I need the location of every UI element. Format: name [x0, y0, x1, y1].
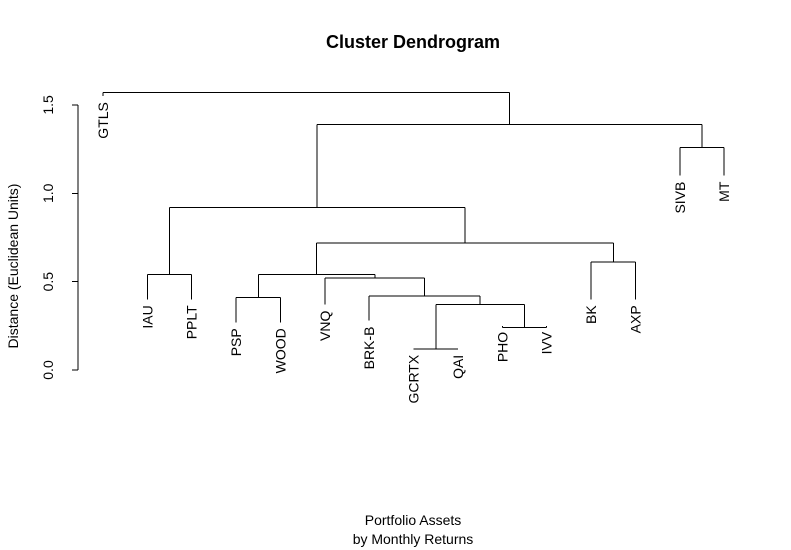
y-axis-label: Distance (Euclidean Units) [5, 184, 21, 349]
leaf-label: VNQ [317, 311, 333, 341]
chart-title: Cluster Dendrogram [326, 32, 500, 52]
y-tick-label: 1.5 [40, 95, 56, 115]
leaf-label: QAI [450, 355, 466, 379]
dendrogram-tree [102, 92, 725, 350]
leaf-label: MT [716, 181, 732, 202]
leaf-label: PHO [494, 332, 510, 362]
leaf-label: AXP [627, 305, 643, 333]
leaf-label: WOOD [272, 328, 288, 373]
y-ticks: 0.0 0.5 1.0 1.5 [40, 95, 78, 380]
y-tick-label: 1.0 [40, 183, 56, 203]
leaf-label: GCRTX [406, 354, 422, 403]
leaf-label: BRK-B [361, 327, 377, 370]
y-tick-label: 0.0 [40, 360, 56, 380]
y-tick-label: 0.5 [40, 272, 56, 292]
x-axis-label: Portfolio Assets [365, 512, 462, 528]
leaf-labels: GTLS IAU PPLT PSP WOOD VNQ BRK-B GCRTX QAI PHO IVV… [95, 102, 732, 403]
leaf-label: IVV [539, 331, 555, 354]
leaf-label: BK [583, 305, 599, 324]
leaf-label: GTLS [95, 102, 111, 139]
x-axis-sublabel: by Monthly Returns [353, 531, 474, 547]
leaf-label: PPLT [184, 305, 200, 339]
leaf-label: IAU [139, 305, 155, 328]
leaf-label: PSP [228, 328, 244, 356]
leaf-label: SIVB [672, 182, 688, 214]
